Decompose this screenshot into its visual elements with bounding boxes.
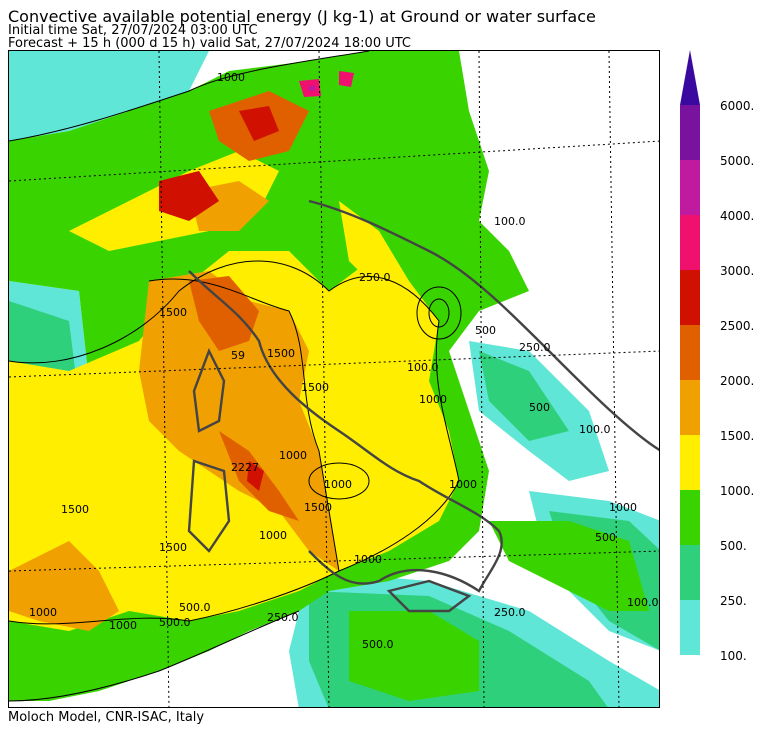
contour-label: 250.0 — [267, 611, 299, 624]
contour-label: 59 — [231, 349, 245, 362]
corsica-coast — [192, 348, 226, 433]
colorbar-label: 500. — [720, 539, 747, 553]
contour-500-north — [9, 51, 370, 142]
contour-1000 — [9, 260, 460, 625]
contour-label: 100.0 — [579, 423, 611, 436]
contour-label: 100.0 — [494, 215, 526, 228]
colorbar-segment — [680, 105, 700, 160]
contour-label: 1000 — [217, 71, 245, 84]
colorbar-segments — [680, 105, 700, 655]
cape-map: 1000 1500 1500 1000 2227 59 1500 1000 15… — [8, 50, 660, 708]
contour-label: 500.0 — [362, 638, 394, 651]
contour-label: 1500 — [159, 306, 187, 319]
forecast-valid-label: Forecast + 15 h (000 d 15 h) valid Sat, … — [8, 36, 412, 51]
contour-adriatic-2 — [428, 298, 450, 328]
model-credit: Moloch Model, CNR-ISAC, Italy — [8, 710, 205, 725]
colorbar-label: 4000. — [720, 209, 755, 223]
italy-coast — [188, 270, 503, 593]
colorbar-segment — [680, 490, 700, 545]
contour-label: 250.0 — [494, 606, 526, 619]
contour-label: 500.0 — [179, 601, 211, 614]
colorbar-label: 2000. — [720, 374, 755, 388]
colorbar-segment — [680, 380, 700, 435]
contour-lines — [9, 51, 462, 702]
contour-label: 100.0 — [407, 361, 439, 374]
cape-band-1500 — [9, 181, 339, 631]
contour-label: 1000 — [279, 449, 307, 462]
colorbar-label: 250. — [720, 594, 747, 608]
contour-label: 250.0 — [359, 271, 391, 284]
contour-label: 1000 — [324, 478, 352, 491]
colorbar — [680, 50, 700, 655]
contour-label: 500 — [595, 531, 616, 544]
contour-label: 1000 — [109, 619, 137, 632]
contour-label: 250.0 — [519, 341, 551, 354]
coastlines — [187, 199, 659, 613]
contour-label: 500.0 — [159, 616, 191, 629]
colorbar-label: 3000. — [720, 264, 755, 278]
contour-label: 1500 — [159, 541, 187, 554]
contour-label: 100.0 — [627, 596, 659, 609]
contour-label: 1000 — [259, 529, 287, 542]
map-title: Convective available potential energy (J… — [8, 7, 596, 26]
colorbar-segment — [680, 160, 700, 215]
cape-band-4000 — [309, 85, 315, 91]
cape-field-svg: 1000 1500 1500 1000 2227 59 1500 1000 15… — [9, 51, 659, 707]
contour-label: 500 — [529, 401, 550, 414]
contour-label: 1000 — [449, 478, 477, 491]
colorbar-label: 1500. — [720, 429, 755, 443]
contour-500-south — [9, 610, 300, 702]
contour-label: 1500 — [267, 347, 295, 360]
contour-label: 2227 — [231, 461, 259, 474]
cape-band-250 — [9, 301, 659, 707]
contour-label: 1000 — [609, 501, 637, 514]
contour-label: 1000 — [419, 393, 447, 406]
colorbar-label: 100. — [720, 649, 747, 663]
graticule — [9, 51, 659, 707]
colorbar-label: 5000. — [720, 154, 755, 168]
initial-time-label: Initial time Sat, 27/07/2024 03:00 UTC — [8, 23, 258, 38]
colorbar-segment — [680, 545, 700, 600]
colorbar-segment — [680, 435, 700, 490]
contour-labels: 1000 1500 1500 1000 2227 59 1500 1000 15… — [29, 71, 659, 651]
colorbar-segment — [680, 270, 700, 325]
contour-adriatic-1 — [416, 286, 462, 340]
cape-band-2000 — [189, 91, 309, 521]
contour-1000-inner — [308, 462, 370, 500]
colorbar-label: 1000. — [720, 484, 755, 498]
sardinia-coast — [187, 459, 231, 553]
cape-band-2500 — [159, 106, 279, 491]
colorbar-segment — [680, 325, 700, 380]
colorbar-label: 2500. — [720, 319, 755, 333]
sicily-coast — [386, 579, 472, 613]
colorbar-segment — [680, 215, 700, 270]
colorbar-label: 6000. — [720, 99, 755, 113]
contour-label: 500 — [475, 324, 496, 337]
contour-1500 — [148, 278, 340, 572]
colorbar-arrow — [680, 50, 700, 105]
contour-label: 1000 — [354, 553, 382, 566]
contour-label: 1500 — [61, 503, 89, 516]
colorbar-segment — [680, 600, 700, 655]
contour-label: 1500 — [304, 501, 332, 514]
balkan-coast — [308, 199, 659, 452]
contour-label: 1500 — [301, 381, 329, 394]
contour-label: 1000 — [29, 606, 57, 619]
